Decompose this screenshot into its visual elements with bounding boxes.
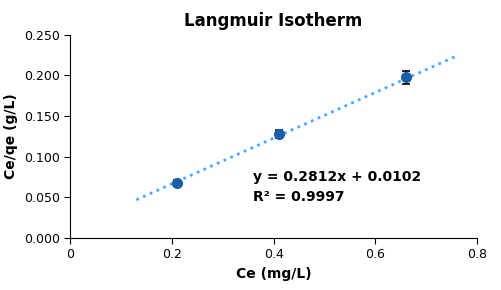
- Y-axis label: Ce/qe (g/L): Ce/qe (g/L): [5, 93, 18, 179]
- Title: Langmuir Isotherm: Langmuir Isotherm: [184, 12, 362, 30]
- X-axis label: Ce (mg/L): Ce (mg/L): [235, 267, 311, 281]
- Text: y = 0.2812x + 0.0102
R² = 0.9997: y = 0.2812x + 0.0102 R² = 0.9997: [253, 170, 421, 204]
